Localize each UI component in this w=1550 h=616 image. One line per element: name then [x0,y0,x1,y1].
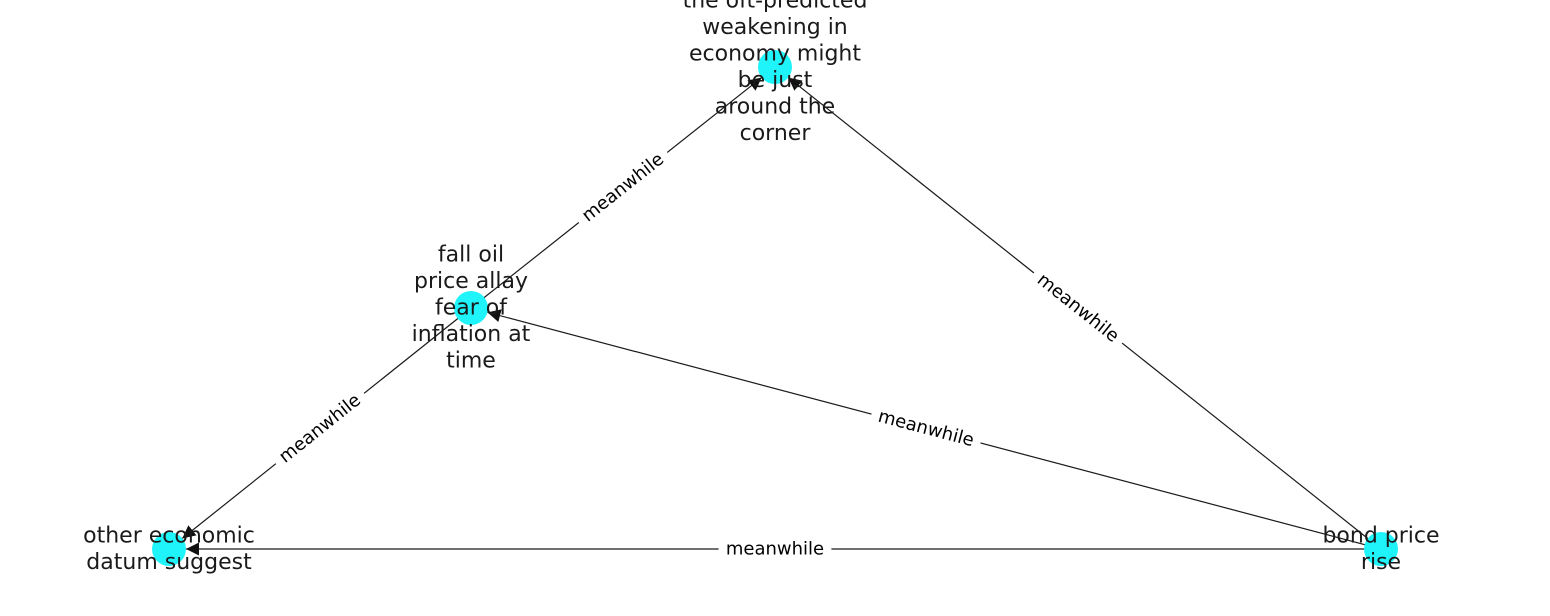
node-n_mid[interactable] [454,291,488,325]
edge-label-background [570,142,676,233]
edge-labels-layer: meanwhile meanwhile meanwhile meanwhile mean… [267,142,1131,562]
nodes-layer [152,50,1398,566]
node-label-line: time [446,349,496,374]
edge-label-background [1025,262,1131,354]
edge-label-group: meanwhile [570,142,676,233]
node-label-line: weakening in [702,15,848,40]
node-label-line: fall oil [438,243,504,268]
edge-label-group: meanwhile [718,536,832,562]
node-label: other economic datum suggest [83,523,255,575]
node-n_top[interactable] [758,50,792,84]
node-label-line: datum suggest [86,550,252,575]
node-label-line: around the [715,94,835,119]
node-label: fall oil price allay fear of inflation at ti… [412,243,531,374]
node-label-line: fear of [435,296,508,321]
node-n_right[interactable] [1364,532,1398,566]
node-label-line: price allay [414,269,528,294]
edge-label: meanwhile [876,406,976,451]
edge-label-background [267,383,373,474]
edge-label: meanwhile [726,539,824,560]
node-label: bond price rise [1322,523,1439,575]
node-label-line: bond price [1322,523,1439,548]
edge-label: meanwhile [578,149,668,227]
node-n_left[interactable] [152,532,186,566]
edge-label-group: meanwhile [1025,262,1131,354]
node-label-line: economy might [689,41,861,66]
node-label-line: other economic [83,523,255,548]
node-label-line: rise [1361,550,1401,575]
edge-label-background [868,401,984,456]
edge-label-group: meanwhile [267,383,373,474]
node-label-line: the oft-predicted [683,0,868,13]
node-label: the oft-predicted weakening in economy mig… [683,0,868,146]
node-label-line: be just [738,68,813,93]
edge-label: meanwhile [275,390,365,468]
edges-layer [181,77,1379,556]
node-label-line: inflation at [412,322,531,347]
node-labels-layer: the oft-predicted weakening in economy mig… [83,0,1439,575]
edge-label-background [718,536,832,562]
edge-label-group: meanwhile [868,401,984,456]
edge-label: meanwhile [1033,269,1123,347]
node-label-line: corner [740,121,812,146]
